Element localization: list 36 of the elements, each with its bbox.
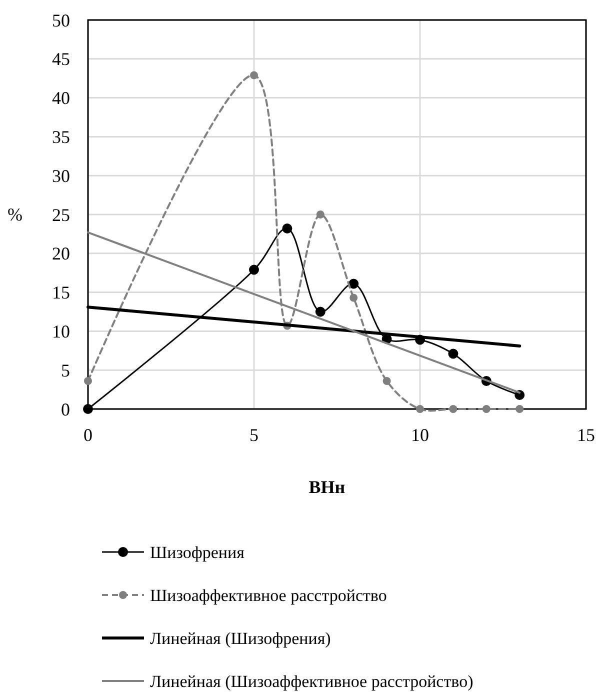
legend-label: Шизоаффективное расстройство bbox=[150, 586, 387, 605]
point bbox=[249, 264, 259, 275]
point bbox=[84, 376, 92, 385]
x-tick-label: 0 bbox=[84, 425, 92, 445]
y-tick-label: 15 bbox=[52, 282, 70, 303]
point bbox=[482, 405, 490, 413]
x-axis-title: ВНн bbox=[308, 477, 346, 497]
y-axis-title: % bbox=[8, 204, 22, 224]
y-tick-label: 40 bbox=[52, 88, 70, 108]
x-tick-label: 5 bbox=[250, 425, 258, 445]
point bbox=[449, 405, 458, 413]
point bbox=[448, 348, 458, 359]
point bbox=[282, 224, 292, 234]
legend-label: Линейная (Шизоаффективное расстройство) bbox=[150, 672, 474, 691]
y-tick-label: 45 bbox=[52, 49, 70, 70]
point bbox=[348, 278, 359, 289]
point bbox=[316, 210, 324, 218]
point bbox=[516, 405, 524, 413]
point bbox=[382, 376, 391, 385]
legend-label: Шизофрения bbox=[150, 542, 245, 562]
y-tick-label: 5 bbox=[61, 360, 70, 380]
point bbox=[416, 405, 424, 413]
y-tick-label: 25 bbox=[52, 204, 70, 225]
point bbox=[250, 71, 258, 80]
point bbox=[83, 404, 93, 414]
y-tick-label: 0 bbox=[61, 399, 70, 420]
y-tick-label: 50 bbox=[52, 10, 70, 30]
x-tick-label: 10 bbox=[411, 425, 429, 445]
y-tick-label: 20 bbox=[52, 244, 70, 264]
legend-label: Линейная (Шизофрения) bbox=[150, 628, 331, 648]
point bbox=[315, 306, 326, 317]
x-tick-label: 15 bbox=[577, 425, 595, 445]
y-tick-label: 10 bbox=[52, 322, 70, 342]
y-tick-label: 35 bbox=[52, 127, 70, 147]
point bbox=[350, 294, 358, 302]
y-tick-label: 30 bbox=[52, 166, 70, 186]
